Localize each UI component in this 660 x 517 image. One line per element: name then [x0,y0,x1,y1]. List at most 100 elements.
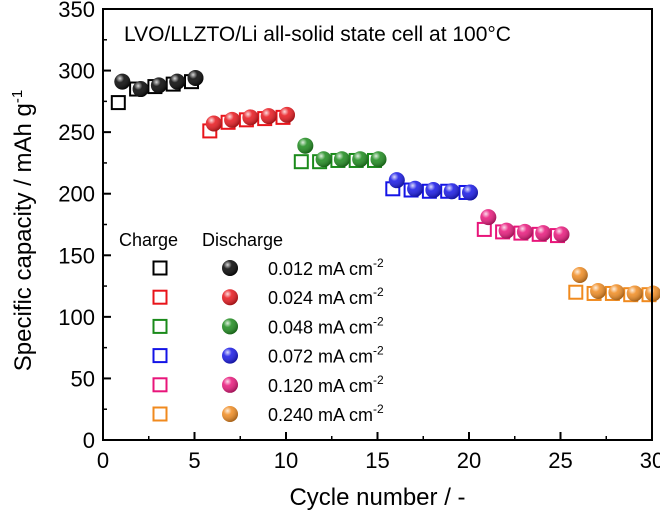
legend-discharge-swatch-4-shine [222,376,238,393]
discharge-point-3-1-shine [407,180,424,197]
legend-label-sup-0: -2 [373,256,384,270]
legend-label-sup-4: -2 [373,373,384,387]
y-tick-label-3: 150 [58,243,95,268]
y-tick-label-7: 350 [58,0,95,22]
legend-label-main-0: 0.012 mA cm [268,259,373,279]
discharge-point-0-2-shine [150,77,167,94]
chart-annotation: LVO/LLZTO/Li all-solid state cell at 100… [124,23,511,46]
legend-discharge-swatch-5-shine [222,406,238,422]
discharge-point-5-1 [590,282,607,299]
legend-label-main-5: 0.240 mA cm [268,405,373,425]
discharge-point-3-3 [443,183,460,200]
legend-discharge-swatch-3-shine [222,347,238,364]
discharge-point-2-0 [297,137,314,154]
discharge-point-4-4 [553,226,570,243]
legend-charge-swatch-4 [152,377,168,393]
discharge-point-5-3 [626,285,643,302]
discharge-point-0-1-shine [132,81,149,98]
discharge-point-2-0-shine [297,137,314,154]
legend-label-sup-1: -2 [373,285,384,299]
discharge-point-5-1-shine [590,282,607,299]
discharge-point-5-0 [571,266,588,283]
discharge-point-4-1 [498,222,515,239]
discharge-point-4-1-shine [498,222,515,239]
legend-discharge-swatch-1-shine [222,289,238,306]
x-tick-label-3: 15 [365,448,389,473]
series-2 [293,137,387,170]
charge-point-0-0 [110,95,126,111]
x-tick-label-1: 5 [188,448,200,473]
discharge-point-0-3 [169,73,186,90]
legend-discharge-swatch-2 [222,318,238,335]
y-tick-label-2: 100 [58,305,95,330]
discharge-point-4-2-shine [516,223,533,240]
discharge-point-2-3-shine [352,151,369,168]
legend-charge-swatch-0 [152,260,168,276]
discharge-point-0-4-shine [187,69,204,86]
y-tick-label-0: 0 [83,428,95,453]
discharge-point-2-3 [352,151,369,168]
y-tick-label-5: 250 [58,120,95,145]
discharge-point-1-3 [260,108,277,125]
discharge-point-3-0 [388,172,405,189]
legend-item-5: 0.240 mA cm-2 [152,402,384,425]
data-marks [110,69,660,303]
discharge-point-0-1 [132,81,149,98]
y-axis-label-main: Specific capacity / mAh g [10,103,37,371]
discharge-point-0-3-shine [169,73,186,90]
discharge-point-3-1 [407,180,424,197]
legend-header-charge: Charge [119,230,178,250]
discharge-point-2-4 [370,151,387,168]
discharge-point-5-3-shine [626,285,643,302]
discharge-point-1-1 [224,111,241,128]
legend-label-main-1: 0.024 mA cm [268,288,373,308]
legend-discharge-swatch-4 [222,376,238,393]
legend-discharge-swatch-0 [222,260,238,276]
legend-label-sup-5: -2 [373,402,384,416]
legend-label-0: 0.012 mA cm-2 [268,256,384,279]
legend-item-1: 0.024 mA cm-2 [152,285,384,308]
legend-charge-swatch-1 [152,289,168,305]
discharge-point-2-2-shine [333,151,350,168]
discharge-point-1-4 [279,106,295,123]
discharge-point-4-3 [535,225,552,242]
discharge-point-4-0 [480,209,497,226]
legend-charge-swatch-2 [152,318,168,334]
x-tick-label-2: 10 [274,448,298,473]
discharge-point-3-4-shine [462,184,478,201]
charge-point-5-0 [568,284,584,300]
legend-charge-swatch-3 [152,348,168,364]
legend-label-2: 0.048 mA cm-2 [268,314,384,337]
y-axis-label: Specific capacity / mAh g-1 [9,90,37,371]
legend-charge-swatch-5 [152,406,168,422]
discharge-point-3-2 [425,182,442,199]
discharge-point-0-0-shine [114,73,131,90]
discharge-point-5-2-shine [608,284,625,301]
charge-point-2-0 [293,154,309,170]
legend-label-sup-2: -2 [373,314,384,328]
discharge-point-2-4-shine [370,151,387,168]
legend-discharge-swatch-3 [222,347,238,364]
legend-label-main-2: 0.048 mA cm [268,317,373,337]
discharge-point-1-3-shine [260,108,277,125]
discharge-point-2-2 [333,151,350,168]
series-4 [476,209,570,244]
discharge-point-1-0 [205,115,222,132]
legend-label-main-3: 0.072 mA cm [268,347,373,367]
discharge-point-1-1-shine [224,111,241,128]
discharge-point-3-2-shine [425,182,442,199]
discharge-point-0-4 [187,69,204,86]
legend-discharge-swatch-2-shine [222,318,238,335]
legend: Charge Discharge 0.012 mA cm-20.024 mA c… [119,230,384,425]
legend-item-2: 0.048 mA cm-2 [152,314,384,337]
y-tick-label-1: 50 [71,366,95,391]
legend-discharge-swatch-1 [222,289,238,306]
discharge-point-4-3-shine [535,225,552,242]
discharge-point-5-0-shine [571,266,588,283]
legend-label-1: 0.024 mA cm-2 [268,285,384,308]
discharge-point-3-0-shine [388,172,405,189]
legend-label-sup-3: -2 [373,344,384,358]
legend-label-main-4: 0.120 mA cm [268,376,373,396]
y-axis-label-superscript: -1 [9,90,26,103]
